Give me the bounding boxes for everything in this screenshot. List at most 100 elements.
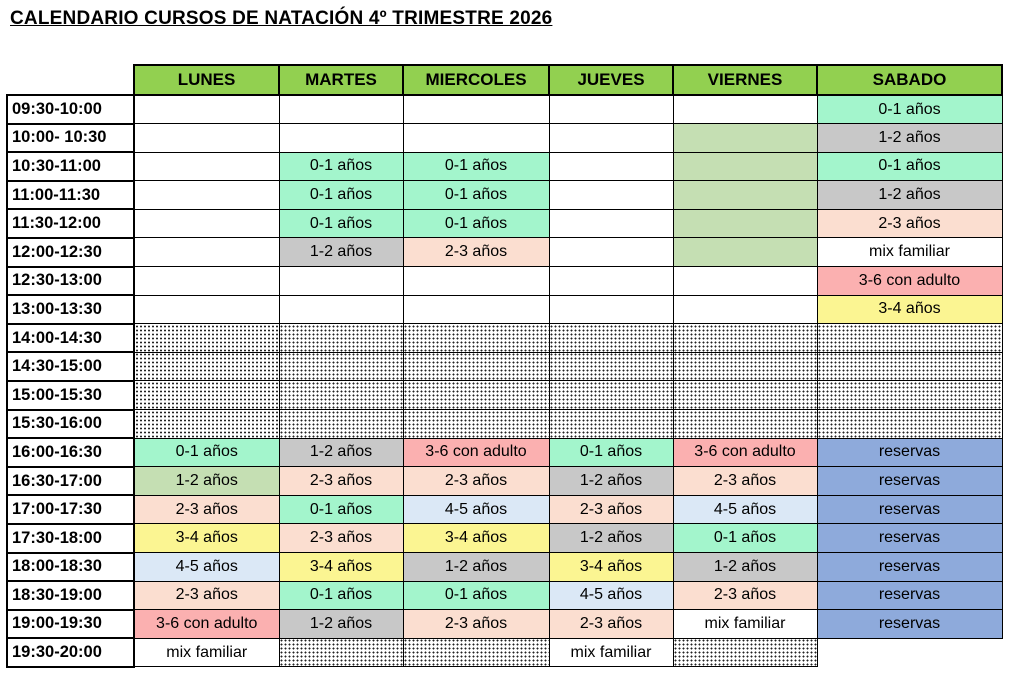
class-cell-viernes bbox=[672, 323, 818, 353]
class-cell-miercoles bbox=[402, 380, 550, 411]
class-cell-lunes bbox=[133, 323, 280, 353]
header-row: LUNES MARTES MIERCOLES JUEVES VIERNES SA… bbox=[7, 64, 1003, 96]
class-cell-miercoles: 4-5 años bbox=[402, 494, 550, 525]
time-slot-label: 15:30-16:00 bbox=[6, 408, 135, 440]
class-cell-viernes: 2-3 años bbox=[672, 580, 818, 611]
class-cell-sabado bbox=[816, 380, 1003, 411]
time-slot-label: 19:30-20:00 bbox=[6, 637, 135, 668]
time-slot-label: 10:30-11:00 bbox=[6, 151, 135, 182]
class-cell-martes bbox=[278, 351, 404, 382]
class-cell-jueves bbox=[548, 180, 674, 210]
class-cell-sabado bbox=[816, 323, 1003, 353]
page-title: CALENDARIO CURSOS DE NATACIÓN 4º TRIMEST… bbox=[10, 8, 553, 29]
class-cell-lunes bbox=[133, 208, 280, 239]
class-cell-viernes bbox=[672, 380, 818, 411]
time-slot-label: 13:00-13:30 bbox=[6, 294, 135, 325]
schedule-row: 14:30-15:00 bbox=[6, 351, 1003, 382]
class-cell-jueves bbox=[548, 323, 674, 353]
class-cell-lunes bbox=[133, 151, 280, 182]
class-cell-martes bbox=[278, 380, 404, 411]
time-slot-label: 19:00-19:30 bbox=[6, 608, 135, 640]
class-cell-jueves bbox=[548, 266, 674, 296]
schedule-row: 18:00-18:30 4-5 años 3-4 años 1-2 años 3-4 a… bbox=[6, 551, 1003, 583]
class-cell-sabado: mix familiar bbox=[816, 237, 1003, 268]
class-cell-jueves bbox=[548, 208, 674, 239]
class-cell-sabado: reservas bbox=[816, 466, 1003, 496]
class-cell-jueves bbox=[548, 409, 674, 439]
time-slot-label: 17:00-17:30 bbox=[6, 494, 135, 525]
class-cell-jueves: 0-1 años bbox=[548, 437, 674, 468]
class-cell-martes bbox=[278, 637, 404, 668]
class-cell-lunes: 0-1 años bbox=[133, 437, 280, 468]
schedule-row: 17:30-18:00 3-4 años 2-3 años 3-4 años 1-2 a… bbox=[6, 522, 1003, 554]
time-slot-label: 10:00- 10:30 bbox=[6, 122, 135, 154]
class-cell-sabado bbox=[816, 409, 1003, 439]
class-cell-jueves: 1-2 años bbox=[548, 466, 674, 496]
day-header-martes: MARTES bbox=[278, 64, 404, 96]
class-cell-miercoles: 0-1 años bbox=[402, 151, 550, 182]
class-cell-jueves bbox=[548, 237, 674, 268]
class-cell-sabado bbox=[816, 351, 1003, 382]
class-cell-jueves: 1-2 años bbox=[548, 523, 674, 553]
class-cell-lunes: 4-5 años bbox=[133, 552, 280, 582]
class-cell-lunes bbox=[133, 380, 280, 411]
schedule-row: 16:00-16:30 0-1 años 1-2 años 3-6 con adult… bbox=[6, 437, 1003, 468]
class-cell-martes bbox=[278, 266, 404, 296]
class-cell-sabado: 3-4 años bbox=[816, 294, 1003, 325]
schedule-row: 09:30-10:00 0-1 años bbox=[6, 94, 1003, 125]
class-cell-sabado: 2-3 años bbox=[816, 208, 1003, 239]
class-cell-miercoles: 0-1 años bbox=[402, 208, 550, 239]
schedule-row: 11:00-11:30 0-1 años 0-1 años 1-2 años bbox=[6, 179, 1003, 211]
time-slot-label: 14:00-14:30 bbox=[6, 322, 135, 354]
day-header-jueves: JUEVES bbox=[548, 64, 674, 96]
time-slot-label: 16:00-16:30 bbox=[6, 437, 135, 468]
class-cell-lunes: 3-4 años bbox=[133, 523, 280, 553]
class-cell-martes: 1-2 años bbox=[278, 237, 404, 268]
class-cell-miercoles bbox=[402, 294, 550, 325]
schedule-row: 12:00-12:30 1-2 años 2-3 años mix familiar bbox=[6, 236, 1003, 268]
class-cell-sabado bbox=[817, 638, 1002, 667]
class-cell-viernes bbox=[672, 94, 818, 125]
class-cell-miercoles bbox=[402, 409, 550, 439]
class-cell-miercoles: 1-2 años bbox=[402, 552, 550, 582]
time-slot-label: 12:30-13:00 bbox=[6, 265, 135, 297]
class-cell-jueves bbox=[548, 351, 674, 382]
class-cell-lunes bbox=[133, 409, 280, 439]
time-slot-label: 18:00-18:30 bbox=[6, 551, 135, 583]
class-cell-jueves bbox=[548, 94, 674, 125]
class-cell-martes: 1-2 años bbox=[278, 609, 404, 639]
schedule-row: 19:00-19:30 3-6 con adulto 1-2 años 2-3 año… bbox=[6, 608, 1003, 640]
schedule-row: 18:30-19:00 2-3 años 0-1 años 0-1 años 4-5 a… bbox=[6, 580, 1003, 611]
class-cell-viernes bbox=[672, 409, 818, 439]
schedule-row: 13:00-13:30 3-4 años bbox=[6, 294, 1003, 325]
class-cell-sabado: 0-1 años bbox=[816, 94, 1003, 125]
class-cell-lunes: 3-6 con adulto bbox=[133, 609, 280, 639]
class-cell-lunes bbox=[133, 351, 280, 382]
schedule-row: 10:00- 10:30 1-2 años bbox=[6, 122, 1003, 154]
schedule-row: 10:30-11:00 0-1 años 0-1 años 0-1 años bbox=[6, 151, 1003, 182]
class-cell-jueves: 3-4 años bbox=[548, 552, 674, 582]
schedule-row: 19:30-20:00 mix familiar mix familiar bbox=[6, 637, 1002, 668]
class-cell-miercoles bbox=[402, 323, 550, 353]
class-cell-jueves bbox=[548, 123, 674, 153]
class-cell-martes: 0-1 años bbox=[278, 151, 404, 182]
class-cell-viernes: 2-3 años bbox=[672, 466, 818, 496]
class-cell-martes: 2-3 años bbox=[278, 523, 404, 553]
class-cell-miercoles bbox=[402, 94, 550, 125]
class-cell-viernes bbox=[672, 237, 818, 268]
day-header-miercoles: MIERCOLES bbox=[402, 64, 550, 96]
schedule-table: LUNES MARTES MIERCOLES JUEVES VIERNES SA… bbox=[6, 64, 1003, 668]
class-cell-martes bbox=[278, 294, 404, 325]
class-cell-miercoles: 3-4 años bbox=[402, 523, 550, 553]
class-cell-lunes: mix familiar bbox=[133, 637, 280, 668]
class-cell-sabado: 0-1 años bbox=[816, 151, 1003, 182]
class-cell-miercoles bbox=[402, 123, 550, 153]
class-cell-viernes bbox=[672, 123, 818, 153]
class-cell-sabado: reservas bbox=[816, 580, 1003, 611]
class-cell-miercoles: 2-3 años bbox=[402, 237, 550, 268]
class-cell-sabado: 3-6 con adulto bbox=[816, 266, 1003, 296]
class-cell-jueves bbox=[548, 380, 674, 411]
class-cell-lunes bbox=[133, 237, 280, 268]
class-cell-martes: 0-1 años bbox=[278, 208, 404, 239]
class-cell-jueves: 4-5 años bbox=[548, 580, 674, 611]
